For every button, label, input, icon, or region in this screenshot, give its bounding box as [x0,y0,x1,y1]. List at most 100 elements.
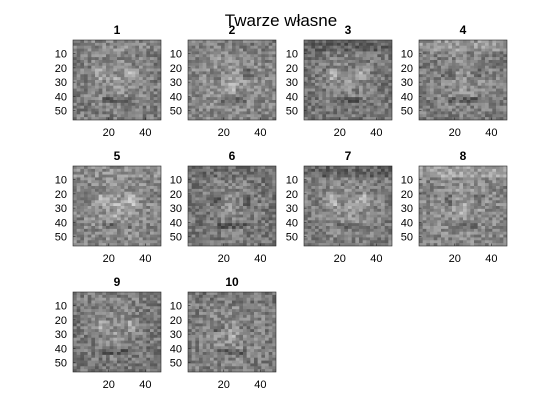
face-pixel [153,60,158,64]
face-pixel [206,114,211,118]
face-pixel [261,223,266,227]
face-pixel [131,42,136,47]
face-pixel [377,42,382,47]
face-pixel [359,174,363,178]
face-pixel [191,65,196,69]
face-pixel [257,168,262,173]
face-pixel [348,54,352,58]
face-pixel [139,97,143,101]
face-pixel [239,231,244,235]
face-pixel [268,105,273,109]
face-pixel [124,97,129,101]
face-pixel [373,194,378,198]
face-pixel [117,74,121,78]
face-pixel [146,180,151,184]
face-pixel [243,243,247,246]
face-pixel [496,166,500,170]
face-pixel [261,45,266,49]
face-pixel [452,42,456,47]
face-pixel [441,77,445,81]
face-pixel [311,105,316,109]
face-pixel [351,42,356,47]
face-pixel [135,166,140,170]
face-pixel [441,180,445,184]
face-pixel [95,191,99,195]
face-pixel [329,68,334,72]
face-pixel [217,200,222,204]
face-pixel [362,211,367,215]
face-pixel [492,51,497,55]
face-pixel [124,188,129,193]
face-pixel [120,197,125,201]
face-pixel [437,51,442,55]
face-pixel [455,111,460,115]
face-pixel [329,214,334,218]
face-pixel [157,97,161,101]
face-pixel [433,57,438,61]
face-pixel [315,97,319,101]
face-pixel [91,168,96,173]
face-pixel [191,183,196,187]
face-pixel [139,211,143,215]
face-pixel [195,177,200,181]
face-pixel [120,42,125,47]
face-pixel [384,91,389,95]
face-pixel [470,68,475,72]
face-pixel [246,85,251,89]
face-pixel [261,60,266,64]
face-pixel [232,85,236,89]
face-pixel [377,94,382,98]
face-pixel [311,177,316,181]
face-pixel [426,168,431,173]
face-pixel [474,94,478,98]
face-pixel [124,114,129,118]
face-pixel [135,42,140,47]
face-pixel [87,166,92,170]
face-pixel [150,82,154,87]
face-pixel [315,220,319,224]
face-pixel [448,177,453,181]
face-pixel [444,57,449,61]
face-pixel [146,208,151,213]
face-pixel [459,177,464,181]
face-pixel [150,54,154,58]
face-pixel [351,234,356,238]
face-pixel [146,226,151,230]
face-pixel [153,237,158,241]
face-pixel [188,88,192,92]
face-pixel [373,77,378,81]
face-pixel [243,105,247,109]
face-pixel [80,108,85,112]
face-pixel [117,71,121,75]
face-pixel [254,57,258,61]
face-pixel [113,208,118,213]
face-pixel [202,206,207,210]
face-pixel [477,111,482,115]
face-pixel [384,174,389,178]
face-pixel [326,208,330,213]
face-pixel [106,68,110,72]
face-pixel [477,177,482,181]
face-pixel [318,51,323,55]
face-pixel [135,226,140,230]
face-pixel [307,65,312,69]
face-pixel [388,68,392,72]
face-pixel [98,188,103,193]
face-pixel [257,206,262,210]
face-pixel [466,82,471,87]
face-pixel [106,42,110,47]
face-pixel [199,48,203,52]
face-pixel [188,80,192,84]
face-pixel [224,105,229,109]
face-pixel [102,237,107,241]
face-pixel [73,102,77,107]
face-pixel [304,94,308,98]
face-pixel [426,171,431,175]
face-pixel [455,48,460,52]
face-pixel [355,197,360,201]
face-pixel [84,114,88,118]
face-pixel [388,62,392,67]
face-pixel [235,97,240,101]
face-pixel [384,231,389,235]
face-pixel [366,174,371,178]
